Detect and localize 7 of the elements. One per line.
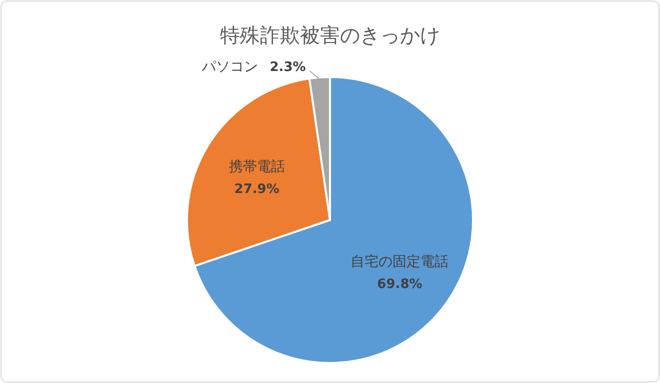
slice-label: 携帯電話 bbox=[228, 159, 285, 176]
chart-title: 特殊詐欺被害のきっかけ bbox=[220, 23, 440, 47]
slice-label: パソコン bbox=[200, 59, 258, 75]
data-label: 69.8% bbox=[377, 276, 422, 292]
data-label: 2.3% bbox=[270, 60, 306, 75]
slice-label: 自宅の固定電話 bbox=[350, 254, 449, 270]
data-label: 27.9% bbox=[234, 182, 280, 198]
